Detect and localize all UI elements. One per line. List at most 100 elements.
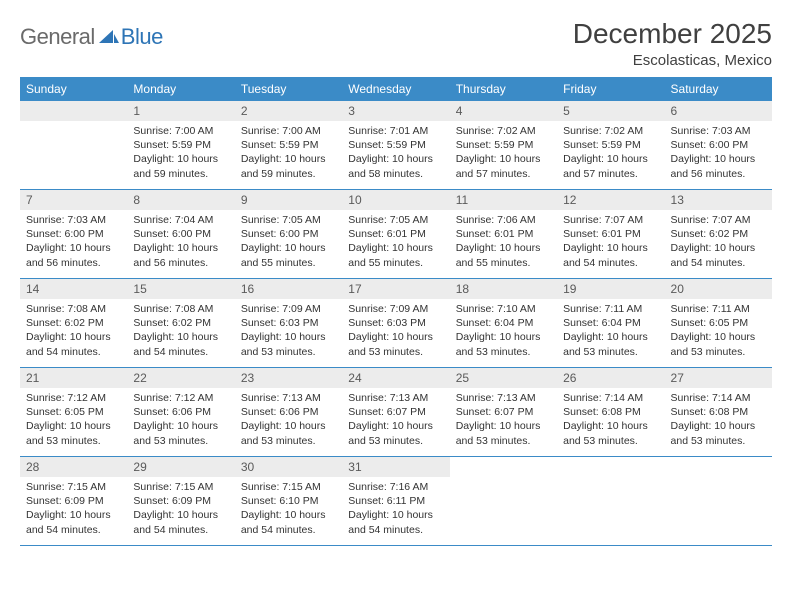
day-number: 23 <box>235 368 342 388</box>
daylight-line: Daylight: 10 hours and 54 minutes. <box>26 330 121 358</box>
sunset-line: Sunset: 5:59 PM <box>348 138 443 152</box>
day-number: 22 <box>127 368 234 388</box>
daylight-line: Daylight: 10 hours and 53 minutes. <box>26 419 121 447</box>
day-number <box>20 101 127 121</box>
calendar-cell: 1Sunrise: 7:00 AMSunset: 5:59 PMDaylight… <box>127 101 234 189</box>
calendar-cell <box>665 457 772 545</box>
day-details: Sunrise: 7:07 AMSunset: 6:02 PMDaylight:… <box>665 210 772 276</box>
calendar-cell: 2 Sunrise: 7:00 AMSunset: 5:59 PMDaylight… <box>235 101 342 189</box>
sunrise-line: Sunrise: 7:13 AM <box>348 391 443 405</box>
day-details: Sunrise: 7:08 AMSunset: 6:02 PMDaylight:… <box>127 299 234 365</box>
sunset-line: Sunset: 5:59 PM <box>563 138 658 152</box>
day-details: Sunrise: 7:05 AMSunset: 6:01 PMDaylight:… <box>342 210 449 276</box>
calendar-cell <box>557 457 664 545</box>
daylight-line: Daylight: 10 hours and 53 minutes. <box>241 330 336 358</box>
calendar-cell: 8Sunrise: 7:04 AMSunset: 6:00 PMDaylight… <box>127 190 234 278</box>
calendar-cell: 31Sunrise: 7:16 AMSunset: 6:11 PMDayligh… <box>342 457 449 545</box>
sunset-line: Sunset: 5:59 PM <box>133 138 228 152</box>
calendar-week: 28Sunrise: 7:15 AMSunset: 6:09 PMDayligh… <box>20 457 772 546</box>
day-details: Sunrise: 7:03 AMSunset: 6:00 PMDaylight:… <box>20 210 127 276</box>
sunrise-line: Sunrise: 7:06 AM <box>456 213 551 227</box>
sunset-line: Sunset: 6:07 PM <box>456 405 551 419</box>
calendar-cell <box>450 457 557 545</box>
daylight-line: Daylight: 10 hours and 53 minutes. <box>133 419 228 447</box>
calendar-cell: 7Sunrise: 7:03 AMSunset: 6:00 PMDaylight… <box>20 190 127 278</box>
day-number: 27 <box>665 368 772 388</box>
day-number: 15 <box>127 279 234 299</box>
sunrise-line: Sunrise: 7:05 AM <box>241 213 336 227</box>
calendar-cell: 27Sunrise: 7:14 AMSunset: 6:08 PMDayligh… <box>665 368 772 456</box>
day-number: 20 <box>665 279 772 299</box>
sunset-line: Sunset: 5:59 PM <box>241 138 336 152</box>
day-details: Sunrise: 7:02 AMSunset: 5:59 PMDaylight:… <box>557 121 664 187</box>
daylight-line: Daylight: 10 hours and 59 minutes. <box>241 152 336 180</box>
sunset-line: Sunset: 6:04 PM <box>456 316 551 330</box>
day-details: Sunrise: 7:16 AMSunset: 6:11 PMDaylight:… <box>342 477 449 543</box>
day-number: 9 <box>235 190 342 210</box>
sunrise-line: Sunrise: 7:05 AM <box>348 213 443 227</box>
calendar-week: 14Sunrise: 7:08 AMSunset: 6:02 PMDayligh… <box>20 279 772 368</box>
daylight-line: Daylight: 10 hours and 53 minutes. <box>456 419 551 447</box>
calendar-cell: 10Sunrise: 7:05 AMSunset: 6:01 PMDayligh… <box>342 190 449 278</box>
sunset-line: Sunset: 6:01 PM <box>563 227 658 241</box>
day-number: 8 <box>127 190 234 210</box>
day-number: 2 <box>235 101 342 121</box>
sunset-line: Sunset: 6:07 PM <box>348 405 443 419</box>
sunrise-line: Sunrise: 7:02 AM <box>563 124 658 138</box>
sunset-line: Sunset: 6:02 PM <box>26 316 121 330</box>
weekday-sunday: Sunday <box>20 77 127 101</box>
day-number: 18 <box>450 279 557 299</box>
brand-text-general: General <box>20 24 95 50</box>
sunset-line: Sunset: 6:03 PM <box>348 316 443 330</box>
calendar-cell: 24Sunrise: 7:13 AMSunset: 6:07 PMDayligh… <box>342 368 449 456</box>
calendar-week: 21Sunrise: 7:12 AMSunset: 6:05 PMDayligh… <box>20 368 772 457</box>
weekday-tuesday: Tuesday <box>235 77 342 101</box>
day-details: Sunrise: 7:05 AMSunset: 6:00 PMDaylight:… <box>235 210 342 276</box>
sunrise-line: Sunrise: 7:13 AM <box>456 391 551 405</box>
calendar-cell: 22Sunrise: 7:12 AMSunset: 6:06 PMDayligh… <box>127 368 234 456</box>
calendar-week: 7Sunrise: 7:03 AMSunset: 6:00 PMDaylight… <box>20 190 772 279</box>
daylight-line: Daylight: 10 hours and 55 minutes. <box>348 241 443 269</box>
daylight-line: Daylight: 10 hours and 55 minutes. <box>241 241 336 269</box>
sunset-line: Sunset: 6:10 PM <box>241 494 336 508</box>
calendar-cell: 25Sunrise: 7:13 AMSunset: 6:07 PMDayligh… <box>450 368 557 456</box>
day-details: Sunrise: 7:09 AMSunset: 6:03 PMDaylight:… <box>342 299 449 365</box>
daylight-line: Daylight: 10 hours and 53 minutes. <box>348 330 443 358</box>
day-number: 10 <box>342 190 449 210</box>
sunrise-line: Sunrise: 7:01 AM <box>348 124 443 138</box>
day-details: Sunrise: 7:14 AMSunset: 6:08 PMDaylight:… <box>665 388 772 454</box>
daylight-line: Daylight: 10 hours and 56 minutes. <box>26 241 121 269</box>
weekday-thursday: Thursday <box>450 77 557 101</box>
day-number: 7 <box>20 190 127 210</box>
calendar-cell: 19Sunrise: 7:11 AMSunset: 6:04 PMDayligh… <box>557 279 664 367</box>
sunrise-line: Sunrise: 7:03 AM <box>671 124 766 138</box>
weekday-wednesday: Wednesday <box>342 77 449 101</box>
sunset-line: Sunset: 6:01 PM <box>348 227 443 241</box>
sunrise-line: Sunrise: 7:15 AM <box>133 480 228 494</box>
day-details: Sunrise: 7:11 AMSunset: 6:05 PMDaylight:… <box>665 299 772 365</box>
calendar-week: 1Sunrise: 7:00 AMSunset: 5:59 PMDaylight… <box>20 101 772 190</box>
calendar-cell: 3Sunrise: 7:01 AMSunset: 5:59 PMDaylight… <box>342 101 449 189</box>
daylight-line: Daylight: 10 hours and 54 minutes. <box>133 508 228 536</box>
calendar-cell: 13Sunrise: 7:07 AMSunset: 6:02 PMDayligh… <box>665 190 772 278</box>
daylight-line: Daylight: 10 hours and 53 minutes. <box>348 419 443 447</box>
brand-text-blue: Blue <box>121 24 163 50</box>
page-title: December 2025 <box>573 18 772 50</box>
calendar-cell: 16Sunrise: 7:09 AMSunset: 6:03 PMDayligh… <box>235 279 342 367</box>
day-details: Sunrise: 7:09 AMSunset: 6:03 PMDaylight:… <box>235 299 342 365</box>
day-details: Sunrise: 7:13 AMSunset: 6:06 PMDaylight:… <box>235 388 342 454</box>
sunset-line: Sunset: 6:02 PM <box>671 227 766 241</box>
location-label: Escolasticas, Mexico <box>573 52 772 69</box>
sunrise-line: Sunrise: 7:04 AM <box>133 213 228 227</box>
calendar-cell: 26Sunrise: 7:14 AMSunset: 6:08 PMDayligh… <box>557 368 664 456</box>
calendar-cell: 23Sunrise: 7:13 AMSunset: 6:06 PMDayligh… <box>235 368 342 456</box>
sunrise-line: Sunrise: 7:15 AM <box>241 480 336 494</box>
day-details: Sunrise: 7:15 AMSunset: 6:09 PMDaylight:… <box>127 477 234 543</box>
sunset-line: Sunset: 6:00 PM <box>26 227 121 241</box>
day-number: 1 <box>127 101 234 121</box>
sunset-line: Sunset: 6:06 PM <box>133 405 228 419</box>
daylight-line: Daylight: 10 hours and 54 minutes. <box>671 241 766 269</box>
sunrise-line: Sunrise: 7:00 AM <box>241 124 336 138</box>
sunset-line: Sunset: 6:05 PM <box>26 405 121 419</box>
day-number: 5 <box>557 101 664 121</box>
